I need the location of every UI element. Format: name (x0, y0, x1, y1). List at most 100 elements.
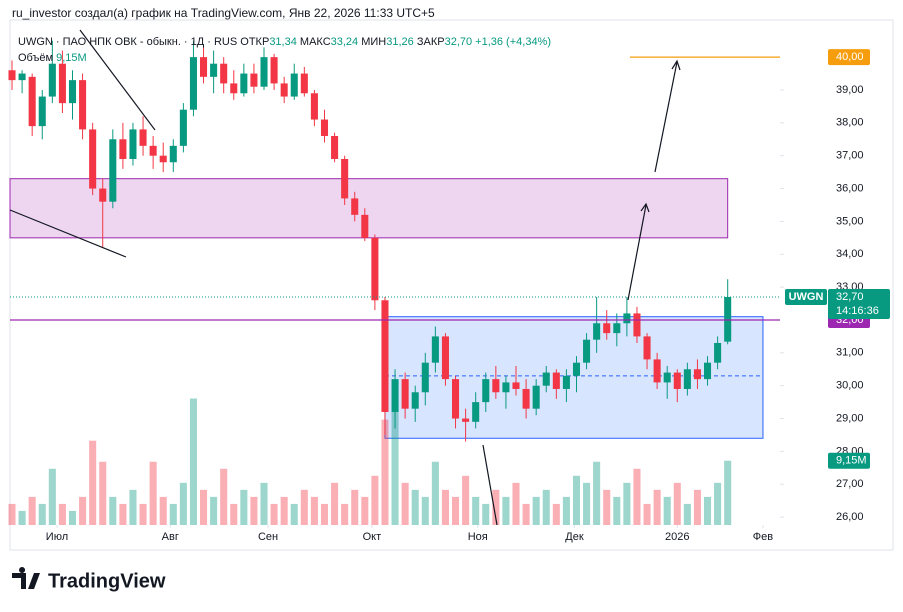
x-tick-label: Сен (258, 531, 278, 543)
y-tick-label: 37,00 (836, 150, 864, 162)
arrow (654, 61, 678, 173)
y-tick-label: 30,00 (836, 380, 864, 392)
legend-label: МАКС (300, 36, 331, 48)
candle-body (431, 336, 439, 363)
volume-bar (320, 503, 329, 525)
candle-body (89, 129, 97, 189)
volume-bar (270, 503, 278, 525)
y-tick-label: 31,00 (836, 347, 864, 359)
volume-bar (58, 503, 66, 525)
candle-body (260, 57, 268, 87)
candle-body (28, 76, 36, 127)
volume-bar (200, 489, 208, 525)
candle-body (210, 63, 218, 77)
volume-bar (643, 503, 651, 525)
volume-bar (210, 496, 218, 525)
candle-body (552, 372, 560, 389)
volume-bar (149, 461, 157, 525)
volume-label: 9,15M (836, 455, 867, 467)
candle-body (613, 323, 621, 334)
candle-body (300, 73, 308, 94)
volume-bar (653, 489, 661, 525)
volume-bar (79, 496, 87, 525)
volume-bar (633, 468, 641, 525)
x-tick-label: Ноя (468, 531, 488, 543)
volume-bar (310, 496, 318, 525)
candle-body (724, 296, 732, 342)
volume-bar (724, 460, 732, 525)
candle-body (381, 300, 389, 412)
legend: UWGN · ПАО НПК ОВК - обыкн. · 1Д · RUS О… (18, 36, 551, 48)
symbol-label: UWGN (789, 291, 824, 303)
candle-body (421, 362, 429, 393)
candle-body (371, 237, 379, 301)
candle-body (179, 109, 187, 146)
candle-body (633, 313, 641, 337)
legend-value: 31,26 (386, 36, 414, 48)
legend-label: Объём (18, 52, 53, 64)
volume-bar (169, 503, 177, 525)
candle-body (159, 155, 167, 163)
candle-body (522, 388, 530, 409)
volume-bar (603, 489, 611, 525)
candle-body (310, 93, 318, 120)
volume-label-box (828, 452, 870, 469)
trend-line (79, 29, 156, 131)
y-tick-label: 36,00 (836, 182, 864, 194)
price-label: 40,00 (836, 51, 864, 63)
brand-logo: TradingView (12, 567, 166, 592)
candle-body (391, 379, 399, 412)
candle-body (693, 369, 701, 380)
volume-bar (240, 489, 248, 525)
volume-bar (583, 482, 591, 525)
volume-bar (371, 475, 379, 525)
arrow-head (640, 202, 650, 213)
candle-body (240, 73, 248, 94)
volume-bar (522, 503, 530, 525)
volume-bar (28, 496, 36, 525)
volume-bar (562, 496, 570, 525)
volume-bar (119, 503, 127, 525)
volume-bar (38, 503, 46, 525)
arrow (627, 204, 647, 301)
legend-symbol: UWGN · ПАО НПК ОВК - обыкн. · 1Д · RUS (18, 36, 237, 48)
candle-body (653, 359, 661, 383)
countdown: 14:16:36 (836, 305, 879, 317)
volume-bar (613, 496, 621, 525)
volume-bar (341, 503, 349, 525)
volume-bar (189, 398, 197, 525)
volume-bar (8, 503, 16, 525)
volume-bar (139, 503, 147, 525)
logo-icon (12, 567, 40, 589)
candle-body (189, 57, 197, 110)
zone (9, 178, 729, 239)
candle-body (38, 96, 46, 127)
brand-name: TradingView (48, 570, 166, 592)
candle-body (603, 323, 611, 334)
y-tick-label: 35,00 (836, 215, 864, 227)
volume-bar (623, 482, 631, 525)
volume-bar (472, 496, 480, 525)
volume-bar (532, 496, 540, 525)
candle-body (452, 379, 460, 419)
y-tick-label: 26,00 (836, 511, 864, 523)
candle-body (643, 336, 651, 360)
x-tick-label: 2026 (665, 531, 689, 543)
volume-bar (48, 468, 56, 525)
volume-bar (462, 475, 470, 525)
volume-bar (441, 489, 449, 525)
volume-bar (220, 468, 228, 525)
candle-body (512, 382, 520, 389)
volume-bar (179, 482, 187, 525)
volume-bar (693, 489, 701, 525)
x-tick-label: Окт (363, 531, 382, 543)
x-tick-label: Дек (565, 531, 584, 543)
volume-bar (401, 482, 409, 525)
volume-bar (502, 496, 510, 525)
candle-body (68, 80, 77, 104)
volume-bar (99, 461, 107, 525)
candle-body (683, 369, 691, 389)
y-tick-label: 27,00 (836, 478, 864, 490)
volume-bar (250, 496, 258, 525)
